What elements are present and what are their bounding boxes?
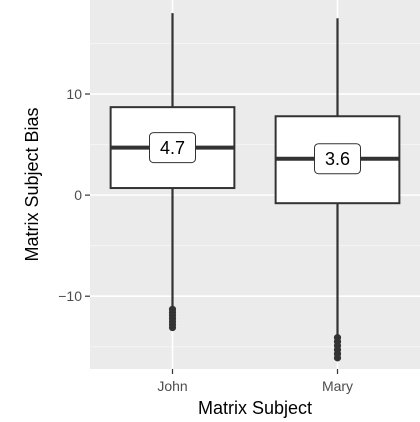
x-tick-label: Mary [322, 378, 353, 394]
outlier-point [334, 354, 341, 361]
y-tick-label: 10 [66, 86, 82, 102]
y-axis: −10 0 10 [58, 86, 90, 304]
outlier-point [169, 324, 176, 331]
y-tick-label: −10 [58, 288, 82, 304]
median-label: 4.7 [160, 138, 185, 158]
x-axis: John Mary [157, 369, 353, 394]
x-tick-label: John [157, 378, 187, 394]
y-axis-title: Matrix Subject Bias [22, 107, 42, 261]
median-label: 3.6 [325, 149, 350, 169]
y-tick-label: 0 [74, 187, 82, 203]
x-axis-title: Matrix Subject [198, 398, 312, 418]
